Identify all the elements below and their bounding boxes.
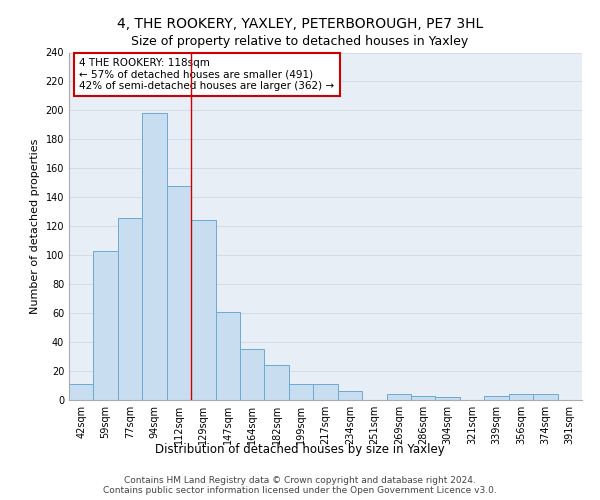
Text: 4, THE ROOKERY, YAXLEY, PETERBOROUGH, PE7 3HL: 4, THE ROOKERY, YAXLEY, PETERBOROUGH, PE… bbox=[117, 18, 483, 32]
Bar bbox=[191, 220, 215, 400]
Bar bbox=[484, 396, 509, 400]
Text: Distribution of detached houses by size in Yaxley: Distribution of detached houses by size … bbox=[155, 442, 445, 456]
Bar bbox=[289, 384, 313, 400]
Bar bbox=[338, 392, 362, 400]
Text: 4 THE ROOKERY: 118sqm
← 57% of detached houses are smaller (491)
42% of semi-det: 4 THE ROOKERY: 118sqm ← 57% of detached … bbox=[79, 58, 334, 91]
Bar bbox=[240, 350, 265, 400]
Bar bbox=[118, 218, 142, 400]
Bar bbox=[94, 251, 118, 400]
Text: Size of property relative to detached houses in Yaxley: Size of property relative to detached ho… bbox=[131, 35, 469, 48]
Bar bbox=[533, 394, 557, 400]
Y-axis label: Number of detached properties: Number of detached properties bbox=[30, 138, 40, 314]
Bar bbox=[313, 384, 338, 400]
Bar bbox=[411, 396, 436, 400]
Bar bbox=[69, 384, 94, 400]
Bar bbox=[142, 114, 167, 400]
Bar bbox=[265, 365, 289, 400]
Bar bbox=[509, 394, 533, 400]
Bar bbox=[436, 397, 460, 400]
Bar bbox=[167, 186, 191, 400]
Bar bbox=[386, 394, 411, 400]
Bar bbox=[215, 312, 240, 400]
Text: Contains HM Land Registry data © Crown copyright and database right 2024.
Contai: Contains HM Land Registry data © Crown c… bbox=[103, 476, 497, 495]
